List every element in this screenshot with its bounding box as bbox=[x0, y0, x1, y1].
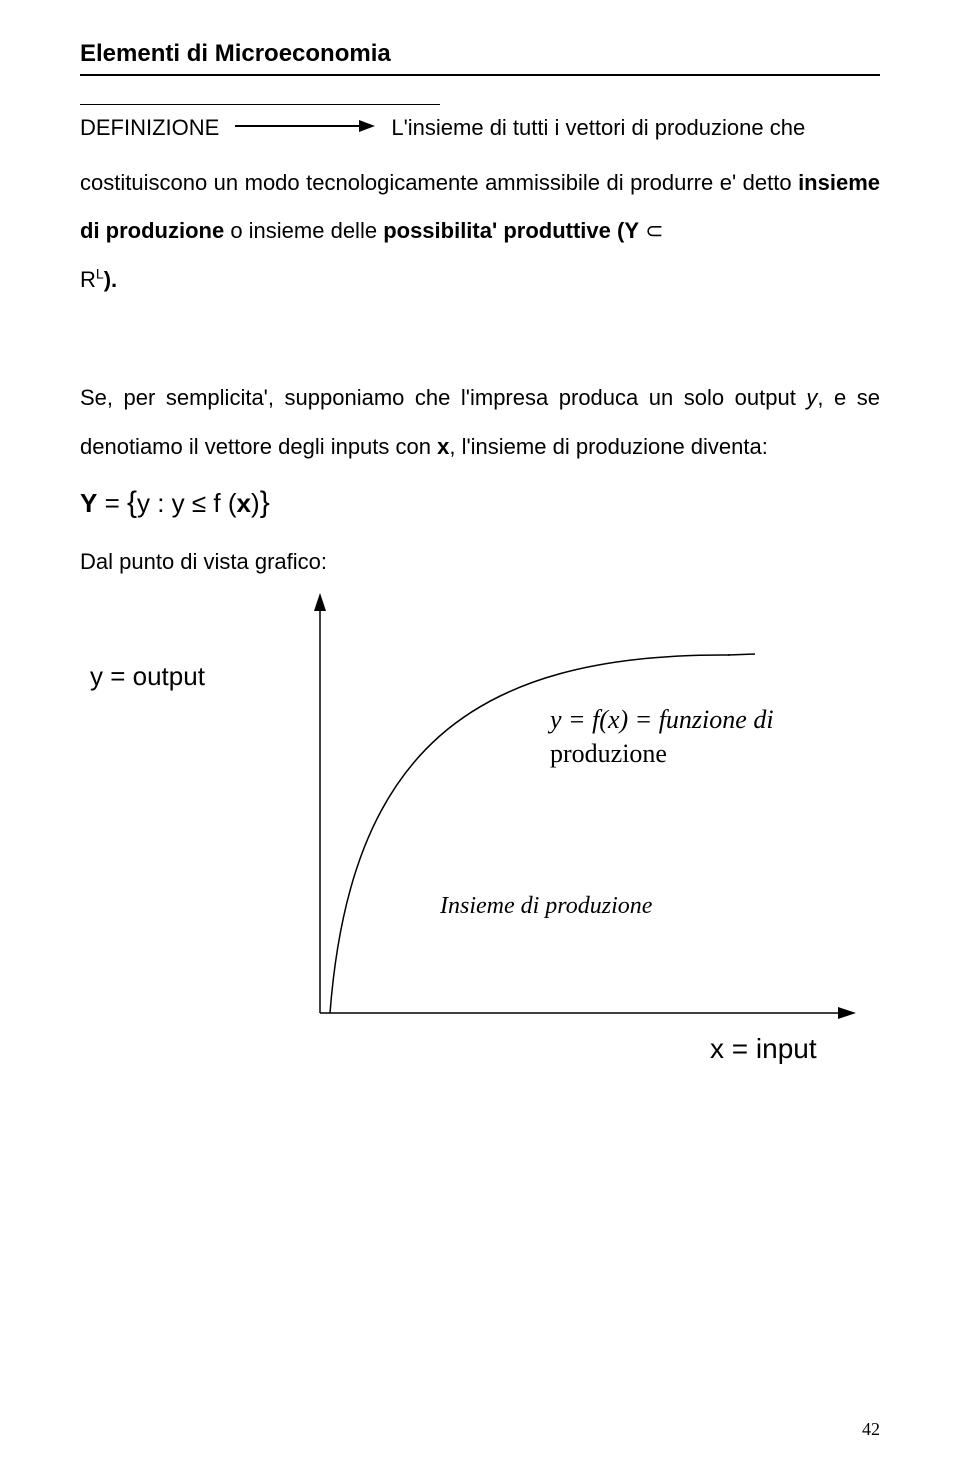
formula-inner2: f ( bbox=[206, 488, 236, 518]
formula-Y: Y bbox=[80, 488, 97, 518]
arrow-icon bbox=[235, 119, 375, 138]
def-body-b-bold2: possibilita' produttive (Y bbox=[383, 218, 639, 243]
definition-row: DEFINIZIONE L'insieme di tutti i vettori… bbox=[80, 115, 880, 141]
rl-R: R bbox=[80, 267, 96, 292]
def-body-b-subset: ⊂ bbox=[639, 218, 664, 243]
page-title: Elementi di Microeconomia bbox=[80, 40, 880, 68]
formula-inner3: ) bbox=[251, 488, 260, 518]
definition-body: costituiscono un modo tecnologicamente a… bbox=[80, 159, 880, 256]
x-axis-label: x = input bbox=[710, 1033, 817, 1065]
paragraph-2: Se, per semplicita', supponiamo che l'im… bbox=[80, 374, 880, 471]
fx-line1: y = f(x) = funzione di bbox=[550, 705, 774, 734]
header-rule bbox=[80, 74, 880, 76]
p2-x: x bbox=[437, 434, 449, 459]
rl-L: L bbox=[96, 265, 104, 281]
formula-lbrace: { bbox=[127, 486, 137, 519]
p2-a: Se, per semplicita', supponiamo che l'im… bbox=[80, 385, 806, 410]
def-body-a: costituiscono un modo tecnologicamente a… bbox=[80, 170, 792, 195]
formula-x: x bbox=[237, 488, 251, 518]
formula: Y = {y : y ≤ f (x)} bbox=[80, 479, 880, 527]
function-label: y = f(x) = funzione di produzione bbox=[550, 703, 774, 771]
production-set-label: Insieme di produzione bbox=[440, 893, 652, 920]
chart-svg bbox=[90, 593, 870, 1093]
formula-eq: = bbox=[97, 488, 127, 518]
page-number: 42 bbox=[862, 1419, 880, 1440]
p2-c: , l'insieme di produzione diventa: bbox=[449, 434, 768, 459]
fx-line2: produzione bbox=[550, 739, 667, 768]
def-body-b-rest: o insieme delle bbox=[224, 218, 383, 243]
formula-inner1: y : y bbox=[137, 488, 192, 518]
formula-le: ≤ bbox=[192, 488, 206, 518]
p2-y: y bbox=[806, 385, 817, 410]
definition-label: DEFINIZIONE bbox=[80, 115, 219, 141]
graph-intro: Dal punto di vista grafico: bbox=[80, 549, 880, 575]
page: Elementi di Microeconomia DEFINIZIONE L'… bbox=[0, 0, 960, 1464]
rl-close: ). bbox=[104, 267, 117, 292]
rl-line: RL). bbox=[80, 256, 880, 304]
short-rule bbox=[80, 104, 440, 105]
y-axis-label: y = output bbox=[90, 661, 205, 692]
definition-line1: L'insieme di tutti i vettori di produzio… bbox=[391, 115, 805, 141]
formula-rbrace: } bbox=[260, 486, 270, 519]
production-chart: y = output y = f(x) = funzione di produz… bbox=[90, 593, 870, 1093]
